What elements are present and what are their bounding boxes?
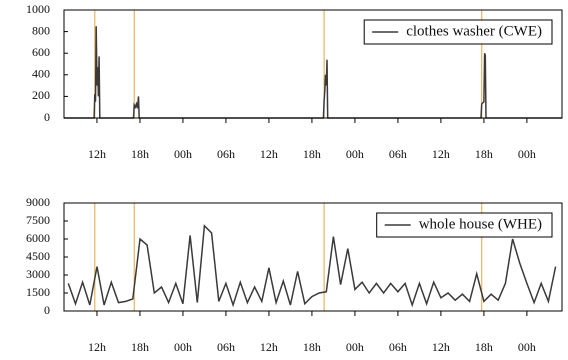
- x-tick-label: 12h: [260, 147, 278, 161]
- y-tick-label: 0: [44, 110, 50, 124]
- data-line: [67, 224, 557, 308]
- x-tick-label: 00h: [346, 340, 364, 354]
- x-tick-label: 00h: [518, 340, 536, 354]
- y-tick-label: 6000: [26, 231, 50, 245]
- y-tick-label: 7500: [26, 213, 50, 227]
- x-tick-label: 00h: [174, 147, 192, 161]
- y-tick-label: 1000: [26, 2, 50, 16]
- y-tick-label: 9000: [26, 195, 50, 209]
- y-tick-label: 400: [32, 67, 50, 81]
- x-tick-label: 12h: [432, 340, 450, 354]
- x-tick-label: 18h: [475, 340, 493, 354]
- x-tick-label: 06h: [217, 340, 235, 354]
- y-tick-label: 600: [32, 45, 50, 59]
- y-tick-label: 0: [44, 303, 50, 317]
- plot-frame: [63, 9, 563, 119]
- y-tick-label: 3000: [26, 267, 50, 281]
- x-tick-label: 00h: [174, 340, 192, 354]
- y-tick-label: 1500: [26, 285, 50, 299]
- x-tick-label: 18h: [131, 340, 149, 354]
- legend-label: whole house (WHE): [419, 216, 542, 232]
- x-tick-label: 06h: [389, 340, 407, 354]
- x-tick-label: 06h: [389, 147, 407, 161]
- x-tick-label: 00h: [346, 147, 364, 161]
- x-tick-label: 18h: [303, 340, 321, 354]
- x-tick-label: 18h: [131, 147, 149, 161]
- x-tick-label: 12h: [88, 340, 106, 354]
- x-tick-label: 12h: [432, 147, 450, 161]
- legend-label: clothes washer (CWE): [406, 23, 542, 39]
- x-tick-label: 18h: [475, 147, 493, 161]
- x-tick-label: 12h: [88, 147, 106, 161]
- y-tick-label: 200: [32, 88, 50, 102]
- y-tick-label: 4500: [26, 249, 50, 263]
- x-tick-label: 00h: [518, 147, 536, 161]
- x-tick-label: 12h: [260, 340, 278, 354]
- data-line: [64, 26, 562, 119]
- x-tick-label: 18h: [303, 147, 321, 161]
- x-tick-label: 06h: [217, 147, 235, 161]
- y-tick-label: 800: [32, 23, 50, 37]
- plot-frame: [63, 202, 563, 312]
